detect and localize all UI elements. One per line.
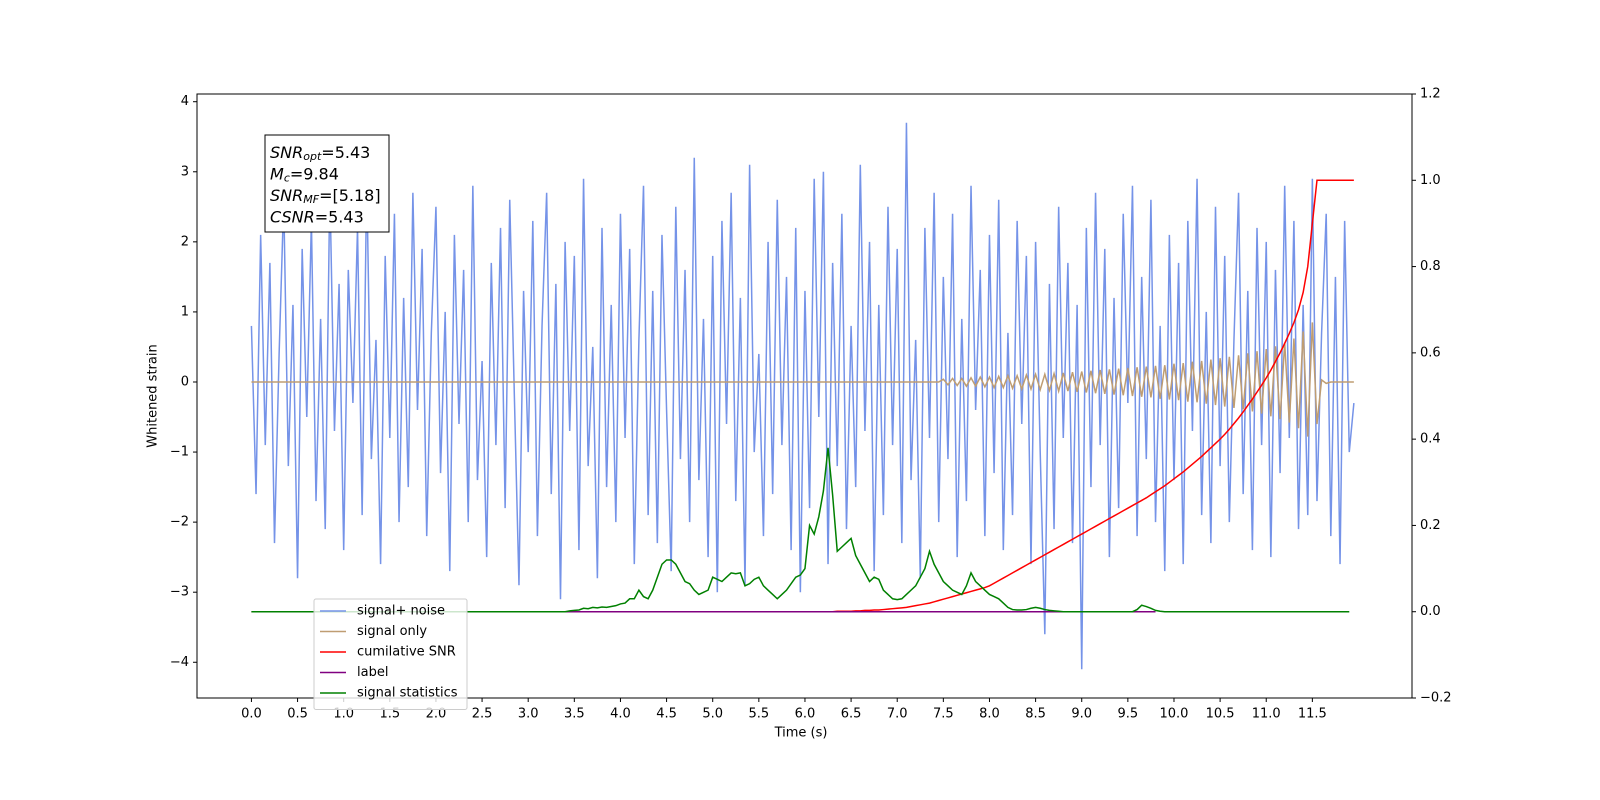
annotation-subscript: MF <box>303 193 319 206</box>
x-tick-label: 10.5 <box>1206 707 1235 722</box>
annotation-line: Mc=9.84 <box>270 164 339 185</box>
x-tick-label: 4.0 <box>610 707 631 722</box>
y-tick-label: 0 <box>181 374 189 389</box>
x-tick-label: 8.5 <box>1025 707 1046 722</box>
x-tick-label: 6.5 <box>841 707 862 722</box>
legend: signal+ noise signal only cumilative SNR la… <box>313 598 468 710</box>
x-tick-label: 0.5 <box>287 707 308 722</box>
annotation-value: =[5.18] <box>319 186 381 205</box>
annotation-symbol: SNR <box>270 186 303 205</box>
y-tick-label: −3 <box>170 585 189 600</box>
y2-tick-label: 1.0 <box>1420 173 1441 188</box>
x-tick-label: 11.0 <box>1252 707 1281 722</box>
x-tick-label: 7.0 <box>887 707 908 722</box>
annotation-line: SNRMF=[5.18] <box>270 186 381 207</box>
x-tick-label: 0.0 <box>241 707 262 722</box>
x-tick-label: 5.0 <box>702 707 723 722</box>
x-tick-label: 11.5 <box>1298 707 1327 722</box>
y-tick-label: 4 <box>181 94 189 109</box>
y2-tick-label: 0.6 <box>1420 345 1441 360</box>
x-tick-label: 6.0 <box>795 707 816 722</box>
legend-label: cumilative SNR <box>357 645 456 660</box>
annotation-line: CSNR=5.43 <box>270 207 364 226</box>
x-tick-label: 5.5 <box>748 707 769 722</box>
x-tick-label: 3.5 <box>564 707 585 722</box>
series-line <box>250 122 1355 670</box>
legend-box <box>313 598 468 710</box>
x-tick-label: 2.0 <box>426 707 447 722</box>
annotation-value: =9.84 <box>290 164 339 183</box>
annotation-box <box>264 134 390 233</box>
legend-label: label <box>357 665 388 680</box>
y2-tick-label: 0.8 <box>1420 259 1441 274</box>
annotation-value: =5.43 <box>321 143 370 162</box>
y2-tick-label: −0.2 <box>1420 691 1452 706</box>
x-tick-label: 9.0 <box>1071 707 1092 722</box>
y-tick-label: −1 <box>170 445 189 460</box>
x-tick-label: 9.5 <box>1118 707 1139 722</box>
x-tick-label: 8.0 <box>979 707 1000 722</box>
annotation-symbol: CSNR <box>270 207 315 226</box>
y2-tick-label: 0.0 <box>1420 604 1441 619</box>
y-tick-label: 2 <box>181 234 189 249</box>
y-tick-label: 1 <box>181 304 189 319</box>
legend-label: signal+ noise <box>357 604 445 619</box>
series-line <box>251 322 1354 437</box>
x-axis-label: Time (s) <box>774 726 828 741</box>
x-tick-label: 10.0 <box>1160 707 1189 722</box>
x-tick-label: 1.5 <box>379 707 400 722</box>
x-tick-label: 1.0 <box>333 707 354 722</box>
x-tick-label: 2.5 <box>472 707 493 722</box>
y2-tick-label: 0.4 <box>1420 432 1441 447</box>
y2-tick-label: 1.2 <box>1420 87 1441 102</box>
y-axis-label: Whitened strain <box>146 344 161 447</box>
y-tick-label: −2 <box>170 515 189 530</box>
x-tick-label: 3.0 <box>518 707 539 722</box>
annotation-line: SNRopt=5.43 <box>270 143 370 164</box>
x-tick-label: 7.5 <box>933 707 954 722</box>
annotation-subscript: c <box>284 172 290 185</box>
annotation-symbol: SNR <box>270 143 303 162</box>
annotation-symbol: M <box>270 164 284 183</box>
y2-tick-label: 0.2 <box>1420 518 1441 533</box>
annotation-value: =5.43 <box>315 207 364 226</box>
x-tick-label: 4.5 <box>656 707 677 722</box>
legend-label: signal statistics <box>357 686 458 701</box>
y-tick-label: −4 <box>170 655 189 670</box>
legend-label: signal only <box>357 624 427 639</box>
y-tick-label: 3 <box>181 164 189 179</box>
annotation-subscript: opt <box>303 150 322 163</box>
